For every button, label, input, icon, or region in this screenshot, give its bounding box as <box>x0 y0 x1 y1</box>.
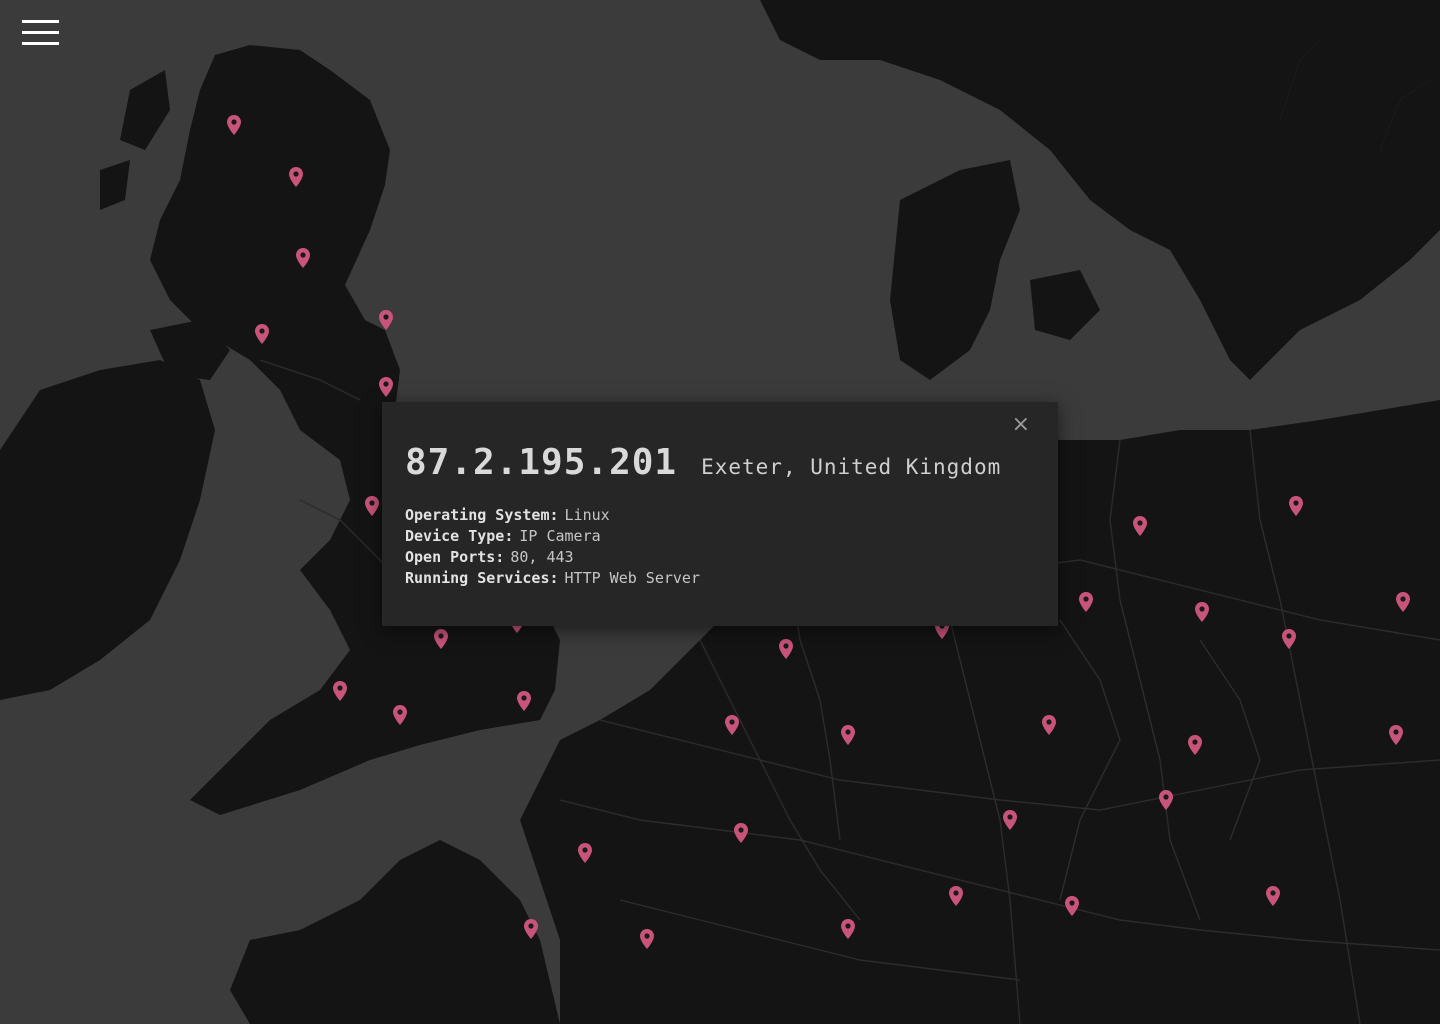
map-pin-icon[interactable] <box>365 496 379 516</box>
map-pin-icon[interactable] <box>949 886 963 906</box>
map-pin-icon[interactable] <box>517 691 531 711</box>
map-pin-icon[interactable] <box>434 629 448 649</box>
map-pin-icon[interactable] <box>289 167 303 187</box>
map-pin-icon[interactable] <box>734 823 748 843</box>
map-pin-icon[interactable] <box>578 843 592 863</box>
map-pin-icon[interactable] <box>1195 602 1209 622</box>
device-ip-address: 87.2.195.201 <box>405 442 678 483</box>
hamburger-menu-icon[interactable] <box>22 20 60 48</box>
detail-value: HTTP Web Server <box>564 569 700 587</box>
map-pin-icon[interactable] <box>333 681 347 701</box>
detail-value: Linux <box>564 506 610 524</box>
detail-row-open-ports: Open Ports: 80, 443 <box>405 547 1036 568</box>
close-icon[interactable]: × <box>1011 412 1030 437</box>
map-pin-icon[interactable] <box>779 639 793 659</box>
map-pin-icon[interactable] <box>255 324 269 344</box>
map-pin-icon[interactable] <box>1079 592 1093 612</box>
map-pin-icon[interactable] <box>227 115 241 135</box>
detail-label: Running Services: <box>405 569 559 587</box>
map-pin-icon[interactable] <box>1042 715 1056 735</box>
map-pin-icon[interactable] <box>1266 886 1280 906</box>
map-pin-icon[interactable] <box>1159 790 1173 810</box>
map-pin-icon[interactable] <box>379 377 393 397</box>
detail-value: IP Camera <box>519 527 601 545</box>
popup-heading: 87.2.195.201 Exeter, United Kingdom <box>405 442 1036 483</box>
detail-value: 80, 443 <box>510 548 574 566</box>
detail-label: Open Ports: <box>405 548 505 566</box>
map-pin-icon[interactable] <box>841 725 855 745</box>
map-pin-icon[interactable] <box>1389 725 1403 745</box>
map-pin-icon[interactable] <box>640 929 654 949</box>
map-pin-icon[interactable] <box>1188 735 1202 755</box>
map-pin-icon[interactable] <box>1282 629 1296 649</box>
map-pin-icon[interactable] <box>1289 496 1303 516</box>
map-pin-icon[interactable] <box>1003 810 1017 830</box>
detail-row-services: Running Services: HTTP Web Server <box>405 568 1036 589</box>
map-pin-icon[interactable] <box>296 248 310 268</box>
map-pin-icon[interactable] <box>524 919 538 939</box>
device-info-popup: × 87.2.195.201 Exeter, United Kingdom Op… <box>382 402 1058 626</box>
device-location: Exeter, United Kingdom <box>701 455 1002 479</box>
map-pin-icon[interactable] <box>379 310 393 330</box>
map-pin-icon[interactable] <box>725 715 739 735</box>
detail-row-device-type: Device Type: IP Camera <box>405 526 1036 547</box>
map-pin-icon[interactable] <box>1133 516 1147 536</box>
map-pin-icon[interactable] <box>841 919 855 939</box>
map-pin-icon[interactable] <box>1396 592 1410 612</box>
detail-row-os: Operating System: Linux <box>405 505 1036 526</box>
map-pin-icon[interactable] <box>393 705 407 725</box>
detail-label: Operating System: <box>405 506 559 524</box>
detail-label: Device Type: <box>405 527 514 545</box>
map-pin-icon[interactable] <box>1065 896 1079 916</box>
